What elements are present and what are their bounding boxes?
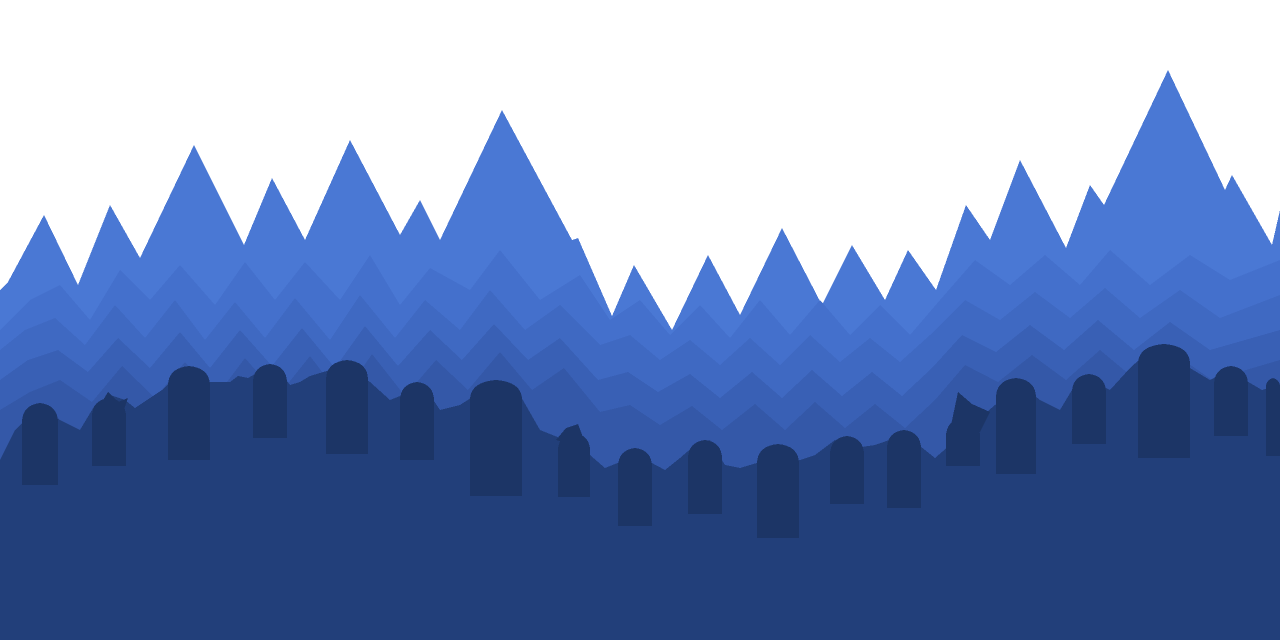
tombstone <box>618 448 652 526</box>
tombstone <box>253 364 287 438</box>
tombstone <box>757 444 799 538</box>
tombstone <box>1266 378 1280 456</box>
tombstone <box>1138 344 1190 458</box>
tombstone <box>946 418 980 466</box>
tombstone <box>887 430 921 508</box>
tombstone <box>470 380 522 496</box>
tombstone <box>22 403 58 485</box>
tombstone <box>830 436 864 504</box>
tombstone <box>92 398 126 466</box>
tombstone <box>688 440 722 514</box>
tombstone <box>400 382 434 460</box>
tombstone <box>996 378 1036 474</box>
tombstone <box>326 360 368 454</box>
tombstone <box>558 433 590 497</box>
tombstone <box>168 366 210 460</box>
tombstones <box>22 344 1280 538</box>
tombstone <box>1072 374 1106 444</box>
tombstone <box>1214 366 1248 436</box>
